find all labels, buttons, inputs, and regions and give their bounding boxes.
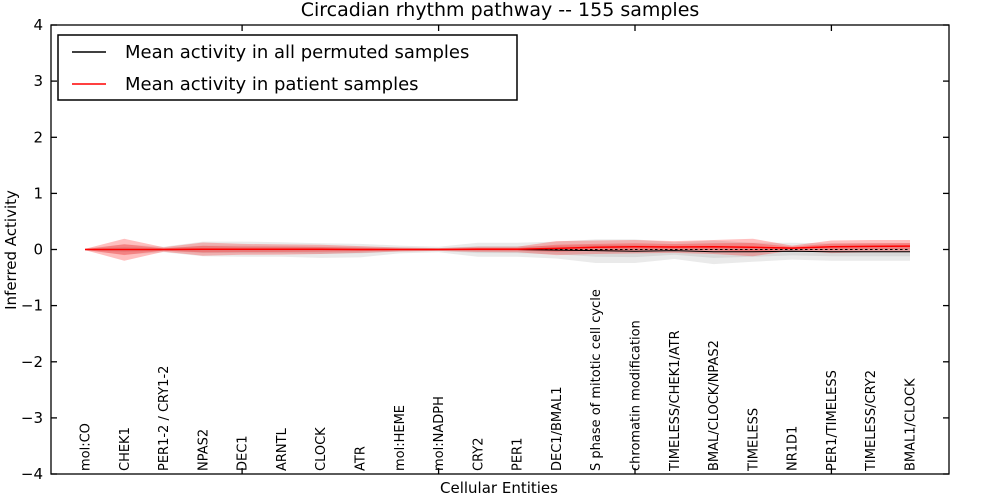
entity-label: CLOCK bbox=[314, 427, 329, 471]
legend-box bbox=[57, 34, 518, 101]
y-tick-label: −3 bbox=[21, 409, 43, 427]
entity-label: CHEK1 bbox=[118, 427, 133, 471]
chart-title: Circadian rhythm pathway -- 155 samples bbox=[301, 0, 700, 21]
mean-lines bbox=[85, 245, 911, 253]
entity-label: PER1-2 / CRY1-2 bbox=[157, 366, 172, 471]
legend-label-patient: Mean activity in patient samples bbox=[125, 74, 419, 95]
entity-label: PER1 bbox=[511, 438, 526, 471]
entity-label: NPAS2 bbox=[196, 429, 211, 471]
y-tick-label: 1 bbox=[33, 184, 43, 202]
confidence-bands bbox=[85, 238, 910, 265]
entity-label: BMAL1/CLOCK bbox=[904, 378, 919, 471]
y-tick-label: −4 bbox=[21, 465, 43, 483]
permuted-band-outer bbox=[85, 239, 910, 265]
entity-label: TIMELESS/CRY2 bbox=[864, 370, 879, 472]
y-tick-label: 2 bbox=[33, 128, 43, 146]
entity-label: chromatin modification bbox=[629, 320, 644, 471]
entity-label: BMAL/CLOCK/NPAS2 bbox=[707, 340, 722, 471]
entity-label: NR1D1 bbox=[786, 426, 801, 471]
legend: Mean activity in all permuted samples Me… bbox=[57, 34, 518, 101]
x-entity-labels: mol:CO CHEK1 PER1-2 / CRY1-2 NPAS2 DEC1 ARNTL… bbox=[79, 289, 919, 472]
y-tick-label: 4 bbox=[33, 16, 43, 34]
entity-label: mol:HEME bbox=[393, 405, 408, 471]
entity-label: TIMELESS bbox=[746, 408, 761, 472]
plot-frame bbox=[50, 24, 950, 475]
y-tick-label: 0 bbox=[33, 241, 43, 259]
entity-label: ARNTL bbox=[275, 427, 290, 471]
entity-label: mol:NADPH bbox=[432, 396, 447, 471]
y-tick-label: −1 bbox=[21, 297, 43, 315]
y-tick-label: 3 bbox=[33, 72, 43, 90]
entity-label: CRY2 bbox=[471, 437, 486, 471]
entity-label: TIMELESS/CHEK1/ATR bbox=[668, 330, 683, 472]
x-axis-label: Cellular Entities bbox=[440, 479, 558, 497]
y-tick-labels: −4 −3 −2 −1 0 1 2 3 4 bbox=[21, 16, 43, 483]
entity-label: ATR bbox=[354, 446, 369, 471]
entity-label: PER1/TIMELESS bbox=[825, 370, 840, 471]
entity-label: DEC1 bbox=[236, 435, 251, 471]
y-axis-label: Inferred Activity bbox=[2, 190, 20, 310]
permuted-band-inner bbox=[85, 245, 910, 258]
entity-label: mol:CO bbox=[79, 423, 94, 471]
legend-label-permuted: Mean activity in all permuted samples bbox=[125, 42, 469, 63]
y-tick-label: −2 bbox=[21, 353, 43, 371]
entity-label: S phase of mitotic cell cycle bbox=[589, 289, 604, 471]
patient-mean-line bbox=[85, 245, 911, 251]
entity-label: DEC1/BMAL1 bbox=[550, 387, 565, 472]
